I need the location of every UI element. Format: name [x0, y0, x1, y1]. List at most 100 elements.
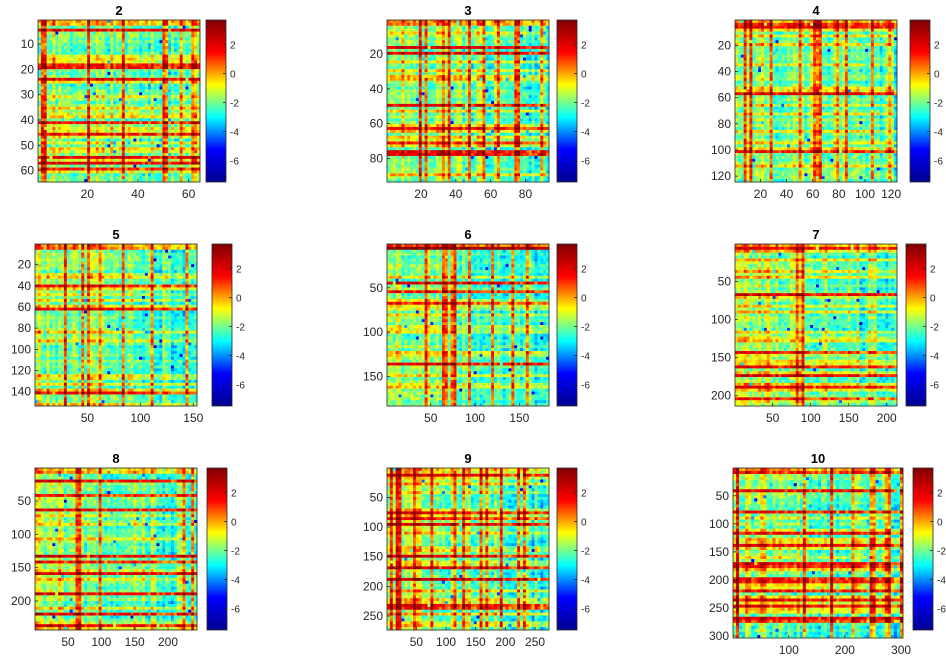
- heatmap-cell: [105, 139, 108, 142]
- heatmap-cell: [174, 139, 177, 142]
- heatmap-cell: [399, 92, 402, 95]
- heatmap-cell: [99, 52, 102, 55]
- heatmap-cell: [119, 69, 122, 72]
- heatmap-cell: [448, 72, 451, 75]
- heatmap-cell: [162, 61, 165, 64]
- heatmap-cell: [41, 133, 44, 136]
- heatmap-cell: [477, 40, 480, 43]
- heatmap-cell: [110, 107, 113, 110]
- heatmap-cell: [413, 98, 416, 101]
- heatmap-cell: [79, 144, 82, 147]
- heatmap-cell: [148, 173, 151, 176]
- heatmap-cell: [162, 113, 165, 116]
- heatmap-cell: [73, 168, 76, 171]
- heatmap-cell: [433, 29, 436, 32]
- heatmap-cell: [485, 32, 488, 35]
- heatmap-cell: [64, 118, 67, 121]
- heatmap-cell: [125, 133, 128, 136]
- heatmap-cell: [58, 170, 61, 173]
- heatmap-cell: [96, 75, 99, 78]
- heatmap-cell: [482, 58, 485, 61]
- heatmap-cell: [396, 92, 399, 95]
- heatmap-cell: [145, 32, 148, 35]
- heatmap-cell: [162, 115, 165, 118]
- heatmap-cell: [174, 20, 177, 23]
- heatmap-cell: [64, 144, 67, 147]
- heatmap-cell: [183, 55, 186, 58]
- heatmap-cell: [145, 23, 148, 26]
- heatmap-cell: [194, 139, 197, 142]
- heatmap-cell: [84, 107, 87, 110]
- heatmap-cell: [107, 84, 110, 87]
- heatmap-cell: [47, 147, 50, 150]
- heatmap-cell: [162, 144, 165, 147]
- heatmap-cell: [543, 72, 546, 75]
- heatmap-cell: [128, 162, 131, 165]
- heatmap-cell: [503, 92, 506, 95]
- heatmap-cell: [419, 69, 422, 72]
- heatmap-cell: [151, 153, 154, 156]
- heatmap-cell: [393, 55, 396, 58]
- heatmap-cell: [177, 110, 180, 113]
- heatmap-cell: [116, 121, 119, 124]
- heatmap-cell: [171, 142, 174, 145]
- heatmap-cell: [494, 32, 497, 35]
- heatmap-cell: [520, 32, 523, 35]
- heatmap-cell: [105, 170, 108, 173]
- heatmap-cell: [113, 115, 116, 118]
- heatmap-cell: [81, 176, 84, 179]
- heatmap-cell: [58, 46, 61, 49]
- heatmap-cell: [154, 139, 157, 142]
- heatmap-cell: [67, 130, 70, 133]
- heatmap-cell: [433, 75, 436, 78]
- heatmap-cell: [174, 136, 177, 139]
- heatmap-cell: [136, 37, 139, 40]
- heatmap-cell: [401, 107, 404, 110]
- heatmap-cell: [84, 87, 87, 90]
- heatmap-cell: [145, 61, 148, 64]
- heatmap-cell: [105, 142, 108, 145]
- heatmap-cell: [154, 136, 157, 139]
- heatmap-cell: [105, 168, 108, 171]
- heatmap-cell: [168, 72, 171, 75]
- heatmap-cell: [439, 20, 442, 23]
- heatmap-cell: [191, 49, 194, 52]
- heatmap-cell: [67, 46, 70, 49]
- heatmap-cell: [154, 168, 157, 171]
- heatmap-cell: [58, 49, 61, 52]
- heatmap-cell: [506, 104, 509, 107]
- heatmap-cell: [58, 66, 61, 69]
- heatmap-cell: [93, 37, 96, 40]
- heatmap-cell: [67, 165, 70, 168]
- heatmap-cell: [81, 153, 84, 156]
- heatmap-cell: [183, 49, 186, 52]
- heatmap-cell: [128, 69, 131, 72]
- heatmap-cell: [413, 87, 416, 90]
- heatmap-cell: [459, 46, 462, 49]
- heatmap-cell: [183, 118, 186, 121]
- heatmap-cell: [540, 58, 543, 61]
- heatmap-cell: [517, 49, 520, 52]
- heatmap-cell: [419, 78, 422, 81]
- heatmap-cell: [41, 104, 44, 107]
- heatmap-cell: [61, 104, 64, 107]
- heatmap-cell: [404, 34, 407, 37]
- heatmap-cell: [485, 89, 488, 92]
- heatmap-cell: [474, 87, 477, 90]
- heatmap-cell: [107, 139, 110, 142]
- heatmap-cell: [454, 110, 457, 113]
- heatmap-cell: [110, 84, 113, 87]
- heatmap-cell: [439, 75, 442, 78]
- heatmap-cell: [122, 61, 125, 64]
- heatmap-cell: [110, 26, 113, 29]
- heatmap-cell: [471, 29, 474, 32]
- heatmap-cell: [465, 37, 468, 40]
- heatmap-cell: [439, 61, 442, 64]
- heatmap-cell: [413, 78, 416, 81]
- heatmap-cell: [122, 46, 125, 49]
- heatmap-cell: [55, 32, 58, 35]
- heatmap-cell: [131, 130, 134, 133]
- heatmap-cell: [165, 61, 168, 64]
- heatmap-cell: [139, 156, 142, 159]
- heatmap-cell: [122, 136, 125, 139]
